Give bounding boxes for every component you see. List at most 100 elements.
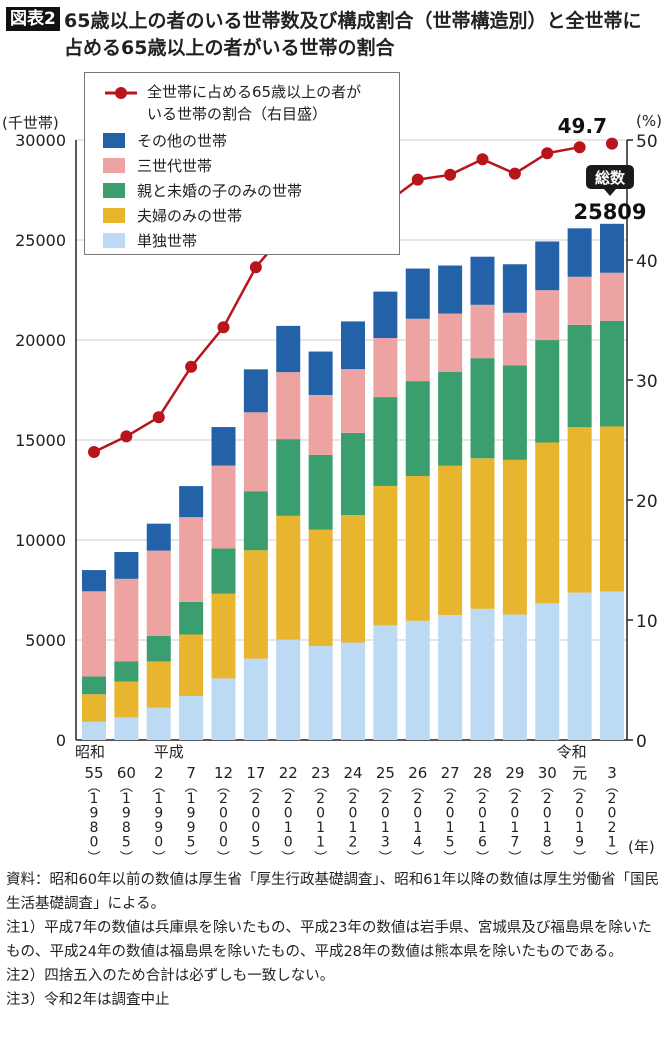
x-paren-close: ︶ [476,851,489,866]
x-tick-label: 29 [505,764,524,782]
bar-segment [502,365,527,460]
note-2: 注2）四捨五入のため合計は必ずしも一致しない。 [6,968,335,984]
y-axis-label-right: (%) [636,112,662,130]
bar-segment [502,264,527,313]
bar-segment [179,634,204,697]
bar-segment [373,338,398,398]
x-paren-close: ︶ [379,851,392,866]
x-year-digit: 8 [90,820,99,836]
bar-segment [438,265,463,314]
bar-segment [535,290,560,341]
ratio-point [444,168,457,181]
bar-segment [276,515,301,640]
legend-item: 三世代世帯 [103,155,212,176]
x-paren-close: ︶ [605,851,618,866]
bar-segment [502,459,527,615]
x-year-digit: 0 [251,820,260,836]
ratio-point [217,321,230,334]
x-year-digit: 1 [446,820,455,836]
ratio-point [88,446,100,458]
y-tick-label-right: 30 [636,372,658,392]
total-value-label: 25809 [573,200,646,224]
legend-swatch [103,133,125,148]
y-tick-label-right: 40 [636,252,658,272]
y-tick-label-left: 15000 [15,431,66,450]
bar-segment [567,228,592,277]
x-paren-close: ︶ [185,851,198,866]
x-paren-close: ︶ [314,851,327,866]
bar-segment [82,694,106,722]
note-1: 注1）平成7年の数値は兵庫県を除いたもの、平成23年の数値は岩手県、宮城県及び福… [6,920,652,960]
bar-segment [438,615,463,740]
x-paren-close: ︶ [249,851,262,866]
x-year-digit: 2 [251,791,260,807]
x-paren-close: ︶ [217,851,230,866]
bar-segment [535,442,560,604]
x-paren-close: ︶ [152,851,165,866]
x-year-digit: 2 [219,791,228,807]
x-year-digit: 9 [122,806,131,822]
bar-segment [341,369,365,433]
x-year-digit: 9 [154,806,163,822]
x-year-digit: 3 [381,835,390,851]
bar-segment [276,439,301,516]
y-tick-label-left: 5000 [25,631,66,650]
x-paren-open: ︵ [249,780,262,795]
x-tick-label: 24 [343,764,362,782]
y-axis-label-left: (千世帯) [2,114,59,132]
bar-segment [179,696,204,740]
x-year-digit: 0 [349,806,358,822]
x-year-digit: 0 [154,835,163,851]
x-paren-open: ︵ [314,780,327,795]
x-year-digit: 5 [251,835,260,851]
x-paren-open: ︵ [217,780,230,795]
x-tick-label: 30 [538,764,557,782]
line-marker-icon [105,87,137,99]
x-year-digit: 1 [187,791,196,807]
x-year-digit: 0 [608,806,617,822]
x-year-digit: 0 [575,806,584,822]
x-year-digit: 2 [543,791,552,807]
bar-segment [114,681,139,718]
x-year-digit: 5 [446,835,455,851]
x-year-digit: 5 [187,835,196,851]
x-year-digit: 1 [349,820,358,836]
legend-swatch [103,158,125,173]
bar-segment [308,454,333,530]
notes: 資料：昭和60年以前の数値は厚生省「厚生行政基礎調査」、昭和61年以降の数値は厚… [6,868,666,1012]
bar-segment [438,465,463,616]
x-tick-label: 60 [117,764,136,782]
x-tick-label: 26 [408,764,427,782]
x-year-digit: 1 [316,835,325,851]
bar-segment [470,458,495,609]
bar-segment [535,340,560,443]
bar-segment [146,707,171,740]
x-year-digit: 0 [316,806,325,822]
legend-swatch [103,183,125,198]
bar-segment [567,592,592,740]
note-3: 注3）令和2年は調査中止 [6,992,170,1008]
bar-segment [243,412,268,492]
bar-segment [405,620,430,740]
legend-item: その他の世帯 [103,130,227,151]
bar-segment [405,318,430,382]
ratio-point [606,137,618,150]
bar-segment [600,591,624,740]
x-year-digit: 9 [187,820,196,836]
x-year-digit: 1 [284,820,293,836]
bar-segment [308,351,333,395]
bar-segment [146,523,171,551]
bar-segment [341,432,365,516]
x-year-digit: 0 [510,806,519,822]
x-year-digit: 8 [122,820,131,836]
bar-segment [535,241,560,291]
bar-segment [470,358,495,459]
total-callout-box [586,165,634,189]
x-paren-open: ︵ [444,780,457,795]
x-year-digit: 2 [478,791,487,807]
bar-segment [470,304,495,359]
x-year-digit: 9 [90,806,99,822]
bar-segment [308,529,333,647]
chart-svg: 050001000015000200002500030000(千世帯)01020… [2,112,662,866]
bar-segment [373,291,398,339]
